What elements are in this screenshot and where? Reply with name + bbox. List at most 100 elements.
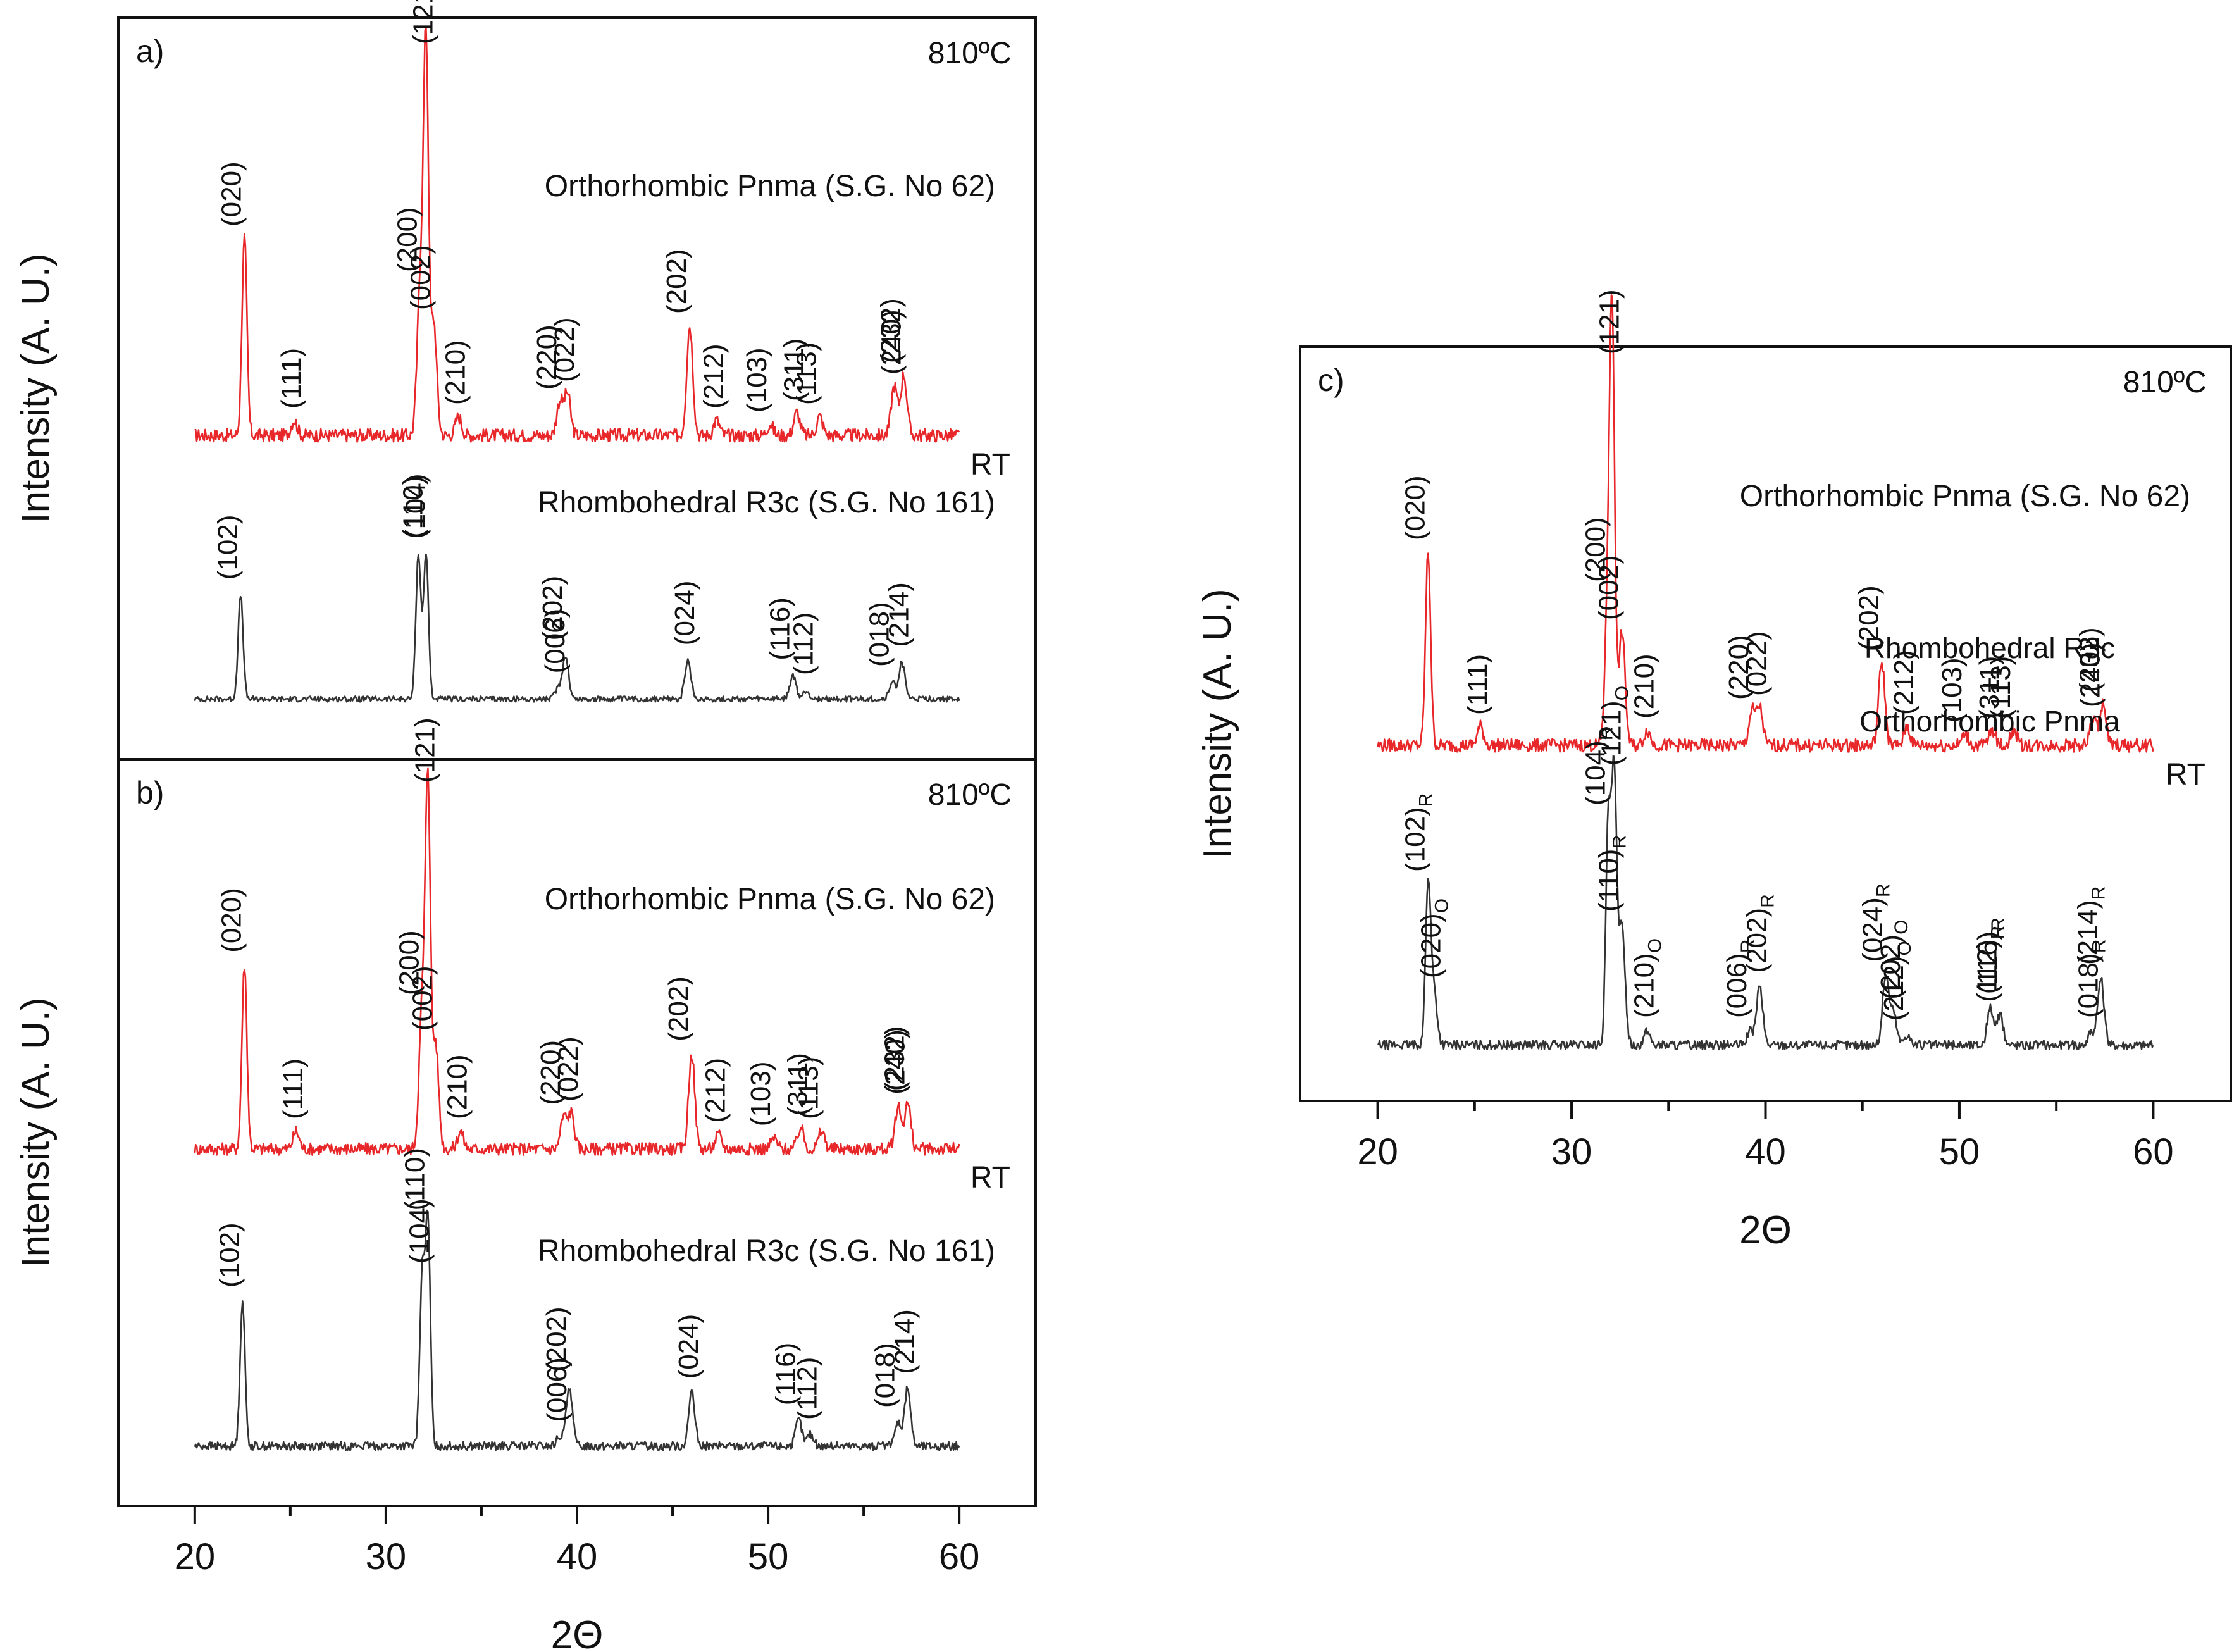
peak-hkl: (240) — [880, 1029, 911, 1095]
peak-label: (202) — [541, 1307, 572, 1372]
peak-label: (002) — [405, 245, 436, 310]
peak-hkl: (212) — [1889, 650, 1920, 715]
peak-hkl: (202) — [1741, 908, 1772, 973]
peak-hkl: (002) — [407, 966, 438, 1031]
peak-hkl: (020) — [1399, 475, 1430, 540]
peak-hkl: (104) — [1580, 740, 1611, 805]
peak-label: (022) — [553, 1036, 584, 1102]
peak-label: (121) — [409, 717, 440, 783]
peak-label: (210)O — [1629, 938, 1666, 1018]
peak-hkl: (200) — [392, 207, 423, 272]
peak-hkl: (110) — [399, 1148, 430, 1210]
peak-label: (220) — [1723, 635, 1754, 700]
peak-hkl: (006) — [542, 1357, 573, 1422]
peak-label: (200) — [392, 207, 423, 272]
peak-hkl: (024) — [669, 580, 700, 645]
peak-label: (020) — [216, 161, 247, 227]
peak-label: (220) — [535, 1040, 566, 1105]
peak-label: (103) — [1937, 657, 1968, 723]
peak-hkl: (212) — [698, 344, 729, 409]
peak-label: (018) — [870, 1343, 901, 1408]
peak-hkl: (113) — [791, 342, 822, 405]
peak-hkl: (232) — [2075, 627, 2106, 692]
peak-hkl: (220) — [1723, 635, 1754, 700]
peak-label: (112) — [788, 612, 819, 675]
panel-2: c) 810ºC 20 30 40 50 60 2Θ Intensity (A. U.) Orth… — [1196, 289, 2232, 1252]
peak-hkl: (240) — [876, 309, 907, 375]
peak-hkl: (212) — [1878, 955, 1909, 1021]
peak-label: (212) — [698, 344, 729, 409]
peak-hkl: (121) — [407, 0, 438, 44]
peak-label: (022) — [549, 317, 580, 382]
peak-label: (112) — [792, 1357, 823, 1420]
panel-title: 810ºC — [928, 37, 1012, 70]
peak-hkl: (111) — [1462, 654, 1493, 715]
peak-hkl: (200) — [394, 930, 425, 995]
peak-label: (121) — [407, 0, 438, 44]
series-line-1 — [1377, 755, 2154, 1051]
series-line-1 — [194, 553, 960, 703]
peak-hkl: (018) — [864, 602, 895, 667]
peak-phase-subscript: R — [1415, 793, 1436, 807]
peak-label: (006)R — [1721, 940, 1758, 1018]
peak-label: (104) — [404, 1198, 435, 1264]
x-tick-label: 30 — [1551, 1131, 1592, 1172]
peak-label: (202)R — [1741, 894, 1778, 972]
x-axis-label: 2Θ — [551, 1613, 604, 1649]
series-line-1 — [194, 1209, 960, 1451]
peak-hkl: (024) — [673, 1314, 704, 1379]
x-tick-label: 50 — [1939, 1131, 1980, 1172]
peak-hkl: (311) — [1974, 656, 2005, 719]
peak-label: (103) — [745, 1061, 776, 1126]
peak-label: (200) — [1580, 517, 1611, 582]
panel-title: 810ºC — [2123, 366, 2207, 399]
peak-phase-subscript: R — [1873, 883, 1894, 897]
panel-label: b) — [136, 775, 164, 810]
peak-label: (212) — [1889, 650, 1920, 715]
peak-hkl: (020) — [1415, 913, 1446, 978]
peak-hkl: (022) — [549, 317, 580, 382]
peak-label: (006) — [542, 1357, 573, 1422]
peak-hkl: (104) — [400, 473, 431, 538]
peak-label: (200) — [394, 930, 425, 995]
peak-label: (240) — [876, 309, 907, 375]
series-name-line: Orthorhombic Pnma — [1859, 705, 2120, 738]
peak-label: (111) — [276, 348, 307, 409]
x-tick-label: 50 — [748, 1536, 789, 1577]
peak-label: (018) — [864, 602, 895, 667]
peak-phase-subscript: O — [1891, 920, 1912, 935]
series-name-line: Rhombohedral R3c — [1864, 631, 2115, 664]
peak-hkl: (200) — [1580, 517, 1611, 582]
series-name: Rhombohedral R3c (S.G. No 161) — [538, 486, 995, 519]
peak-label: (210) — [1629, 654, 1660, 719]
peak-phase-subscript: R — [1609, 835, 1630, 849]
peak-hkl: (214) — [2073, 900, 2104, 965]
x-tick-label: 20 — [1357, 1131, 1398, 1172]
peak-phase-subscript: R — [2088, 886, 2109, 900]
peak-hkl: (202) — [661, 249, 692, 314]
panel-title: 810ºC — [928, 778, 1012, 812]
temperature-label: RT — [971, 1161, 1010, 1195]
peak-hkl: (202) — [663, 976, 694, 1041]
temperature-label: RT — [2166, 758, 2205, 792]
peak-label: (113) — [793, 1057, 824, 1119]
peak-label: (022) — [1741, 631, 1772, 696]
peak-hkl: (220) — [531, 325, 562, 390]
peak-label: (232) — [2075, 627, 2106, 692]
peak-hkl: (102) — [1399, 807, 1430, 872]
peak-label: (232) — [876, 298, 907, 363]
peak-hkl: (202) — [541, 1307, 572, 1372]
peak-hkl: (232) — [876, 298, 907, 363]
peak-hkl: (311) — [782, 1053, 813, 1115]
peak-hkl: (112) — [1971, 939, 2002, 1002]
peak-hkl: (002) — [1594, 555, 1625, 620]
peak-hkl: (110) — [1594, 849, 1625, 912]
peak-label: (002) — [1594, 555, 1625, 620]
peak-label: (214) — [890, 1309, 921, 1374]
peak-hkl: (240) — [2075, 642, 2106, 707]
peak-label: (212)O — [1878, 941, 1915, 1021]
peak-label: (024) — [669, 580, 700, 645]
series-line-0 — [194, 767, 960, 1156]
peak-phase-subscript: O — [1611, 686, 1632, 700]
peak-label: (116) — [770, 1343, 801, 1405]
